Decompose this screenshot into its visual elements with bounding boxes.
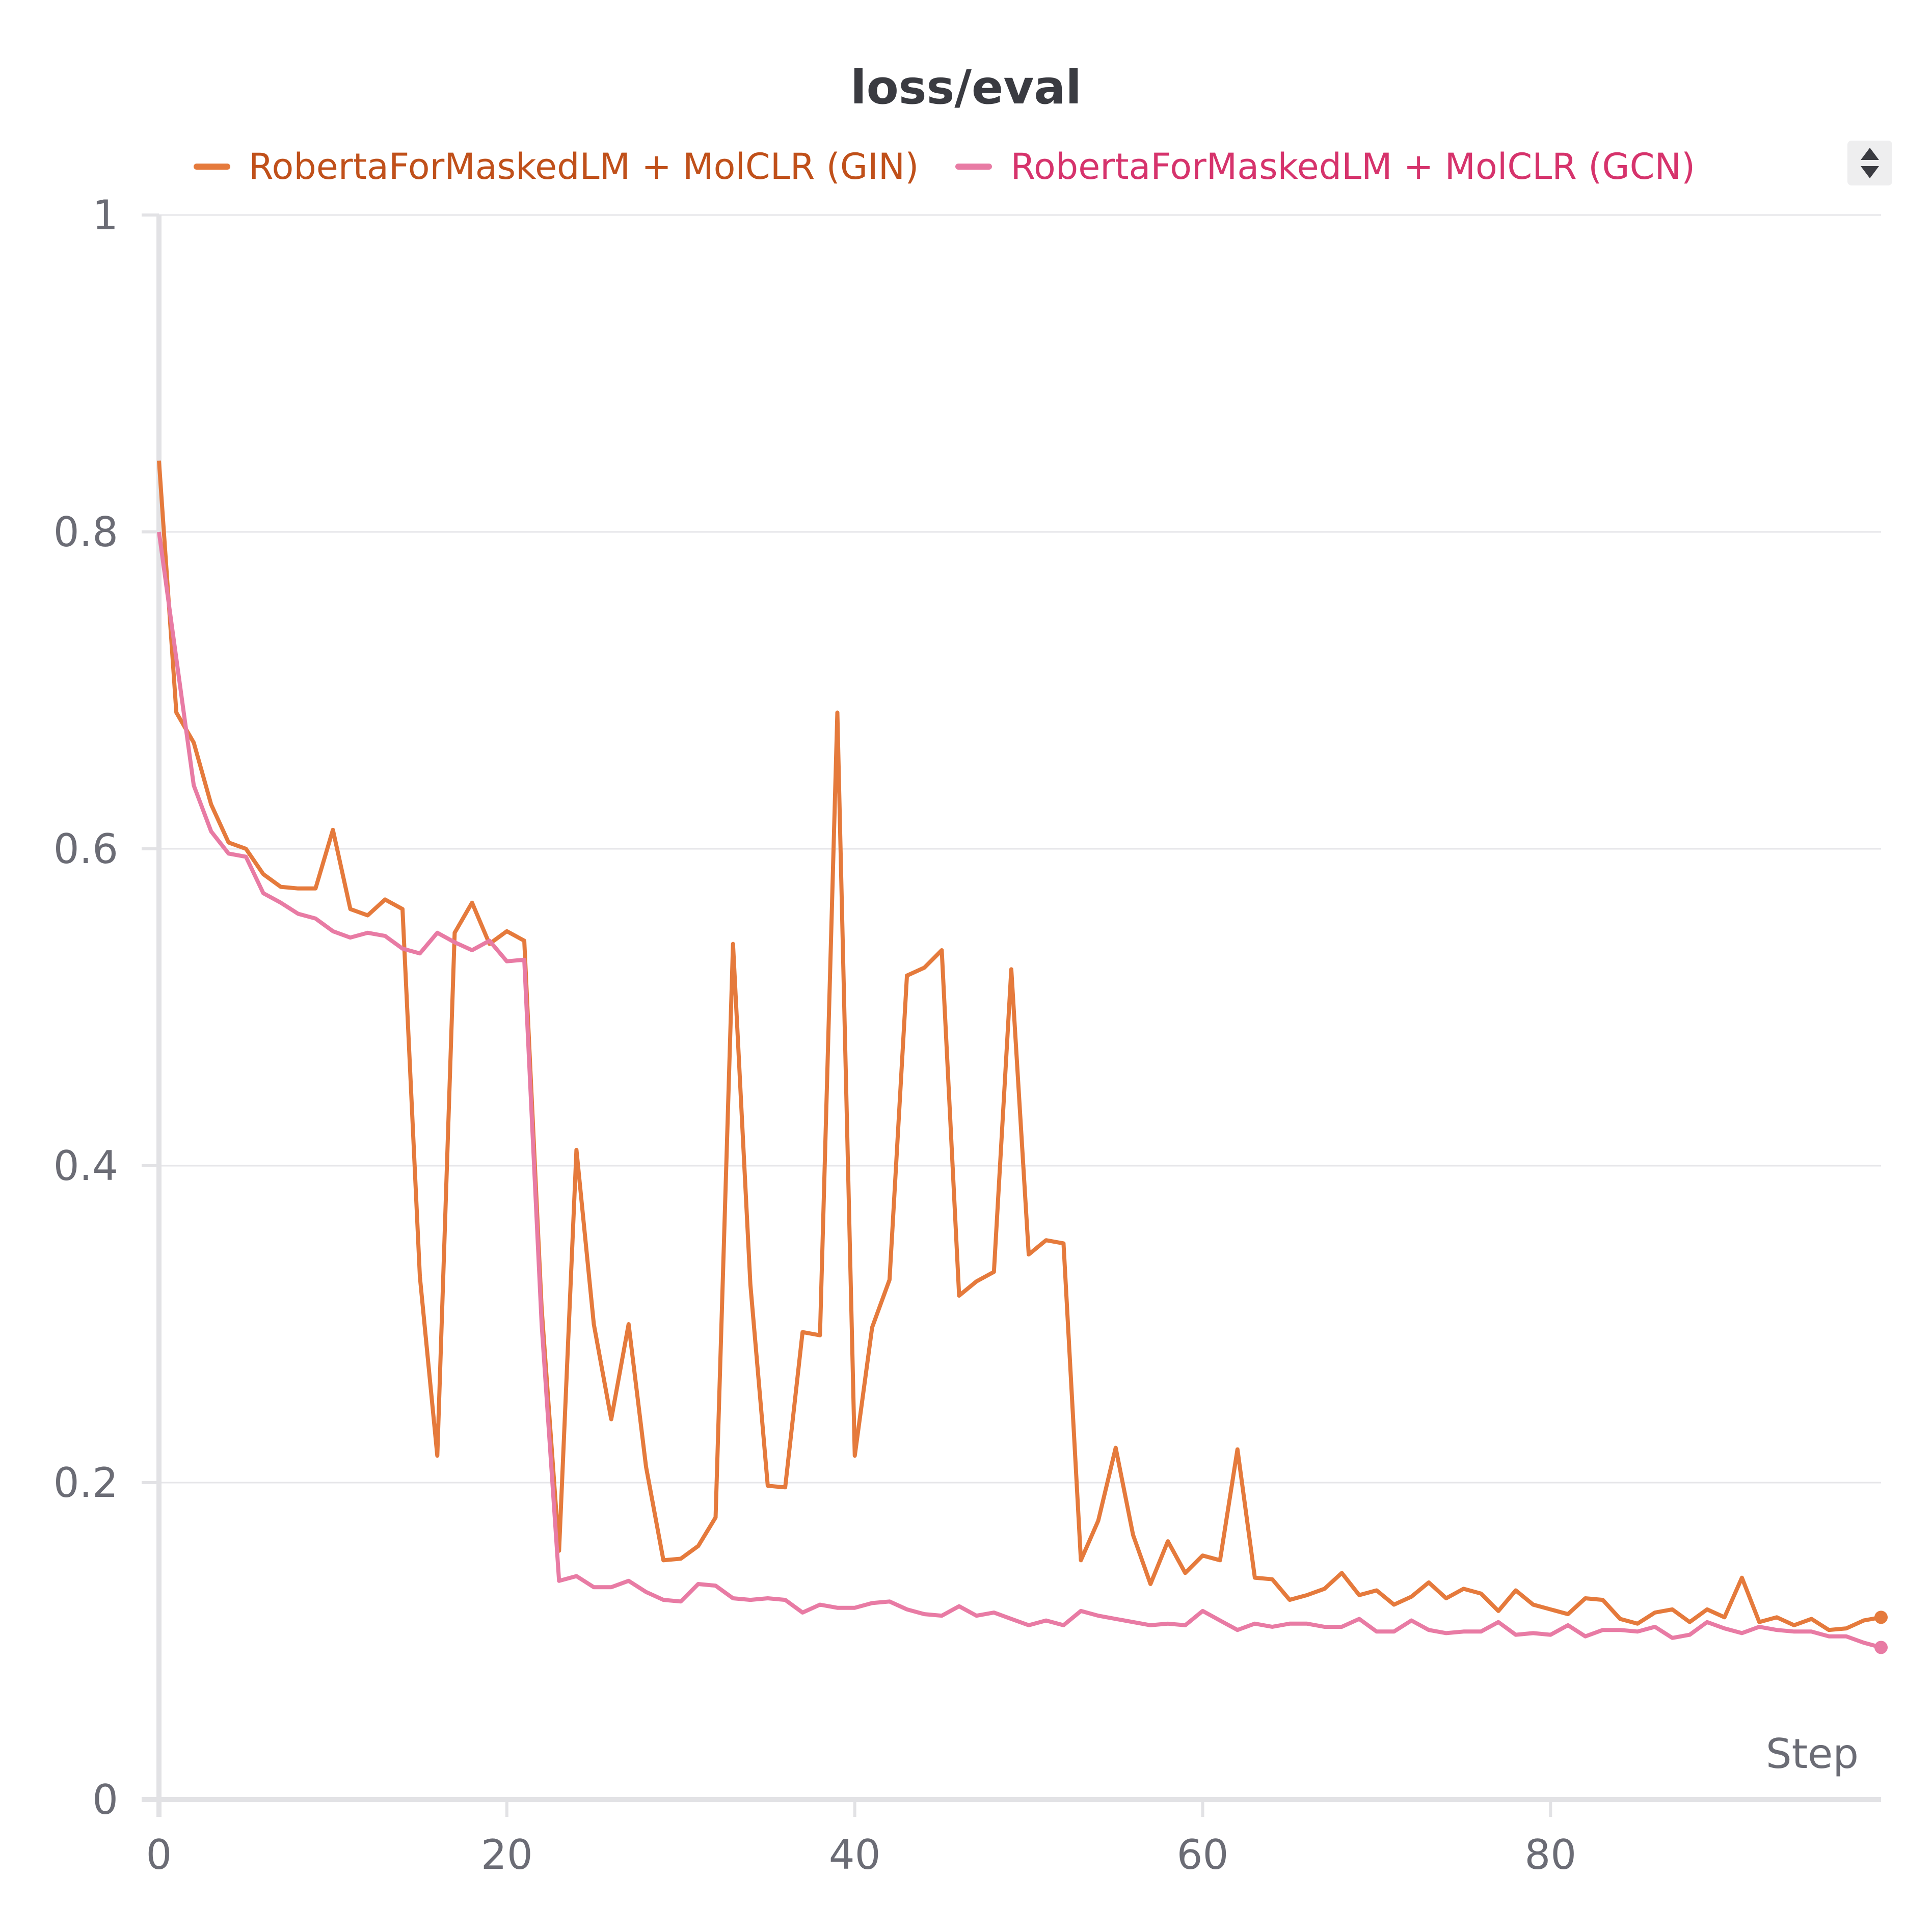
x-tick-label: 40 — [829, 1831, 881, 1879]
series-line-gin — [157, 460, 1882, 1632]
x-tick-label: 60 — [1177, 1831, 1229, 1879]
y-tick-label: 0.6 — [53, 825, 118, 873]
y-tick-label: 0 — [92, 1776, 118, 1823]
x-tick-label: 0 — [146, 1831, 172, 1879]
sort-arrows-icon — [1861, 148, 1879, 178]
legend-swatch-gin — [194, 164, 230, 170]
x-tick-label: 80 — [1524, 1831, 1576, 1879]
legend-label-gin: RobertaForMaskedLM + MolCLR (GIN) — [249, 146, 919, 187]
y-tick-label: 0.4 — [53, 1142, 118, 1190]
legend: RobertaForMaskedLM + MolCLR (GIN) Robert… — [194, 139, 1732, 195]
legend-item-gin[interactable]: RobertaForMaskedLM + MolCLR (GIN) — [194, 146, 919, 187]
series-line-gcn — [157, 531, 1882, 1650]
y-tick-label: 1 — [92, 192, 118, 239]
chart-title: loss/eval — [850, 60, 1082, 115]
legend-item-gcn[interactable]: RobertaForMaskedLM + MolCLR (GCN) — [955, 146, 1695, 187]
sort-toggle-button[interactable] — [1847, 141, 1892, 185]
legend-swatch-gcn — [955, 164, 992, 170]
y-tick-label: 0.8 — [53, 508, 118, 556]
legend-label-gcn: RobertaForMaskedLM + MolCLR (GCN) — [1010, 146, 1696, 187]
x-axis-label: Step — [1766, 1730, 1859, 1778]
series-end-marker-gin — [1874, 1611, 1888, 1624]
series-end-marker-gcn — [1874, 1641, 1888, 1654]
x-tick-label: 20 — [481, 1831, 533, 1879]
y-tick-label: 0.2 — [53, 1459, 118, 1507]
